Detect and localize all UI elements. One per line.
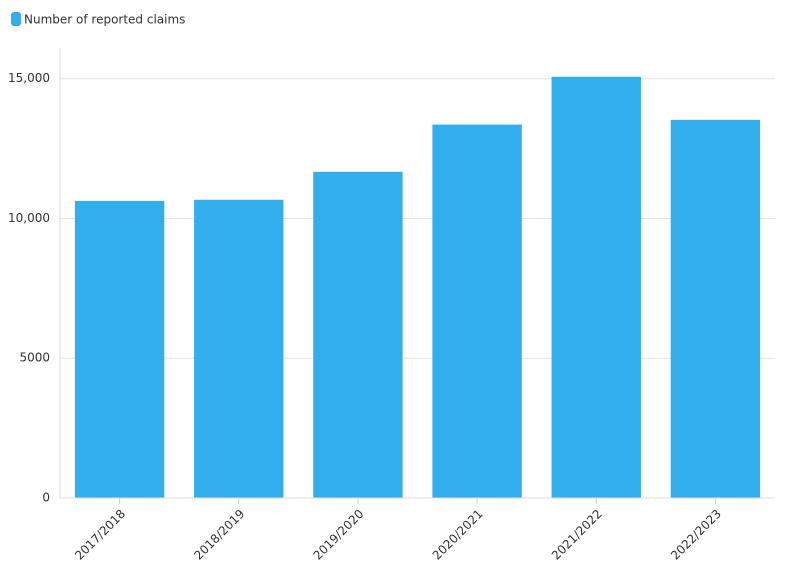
- bar: [551, 76, 641, 498]
- x-tick-label: 2022/2023: [668, 507, 724, 563]
- x-tick-label: 2021/2022: [549, 507, 605, 563]
- x-tick-label: 2017/2018: [72, 507, 128, 563]
- bar: [670, 119, 761, 498]
- x-tick-label: 2019/2020: [311, 507, 367, 563]
- x-tick-label: 2018/2019: [191, 507, 247, 563]
- y-tick-label: 5000: [19, 351, 50, 365]
- y-tick-label: 15,000: [8, 71, 50, 85]
- y-tick-label: 10,000: [8, 211, 50, 225]
- legend-swatch: [11, 12, 21, 26]
- legend-label: Number of reported claims: [24, 13, 185, 27]
- bar: [432, 124, 522, 498]
- bar: [194, 199, 284, 498]
- y-tick-label: 0: [42, 491, 50, 505]
- x-tick-label: 2020/2021: [430, 507, 486, 563]
- bar: [313, 171, 403, 498]
- bar: [74, 200, 165, 499]
